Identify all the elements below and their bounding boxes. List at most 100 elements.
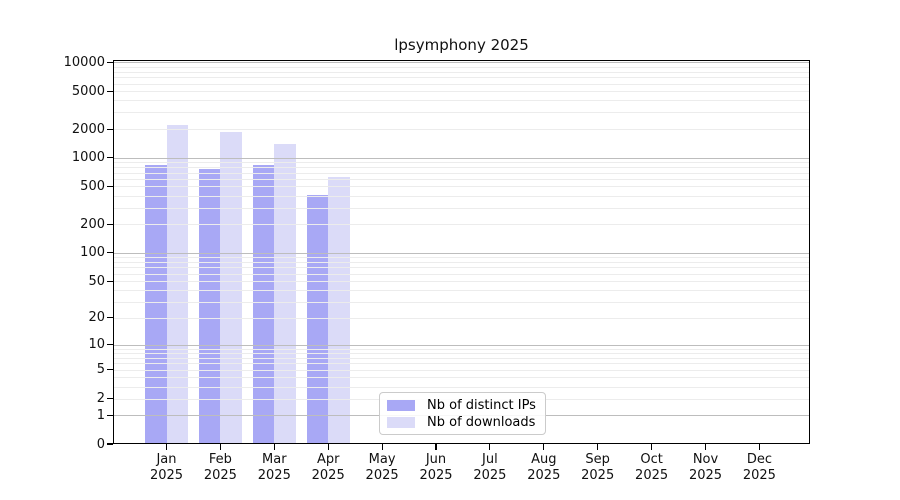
x-tick-mark-aug — [543, 444, 545, 450]
legend: Nb of distinct IPs Nb of downloads — [379, 392, 546, 435]
x-tick-mark-oct — [651, 444, 653, 450]
x-tick-month: Aug — [531, 452, 557, 467]
x-tick-mark-jun — [435, 444, 437, 450]
gridline-minor-400 — [114, 195, 809, 197]
y-tick-mark-0 — [107, 443, 113, 445]
x-tick-month: Oct — [640, 452, 663, 467]
gridline-minor-4000 — [114, 100, 809, 102]
bar-downloads-mar — [274, 143, 296, 444]
x-tick-mark-feb — [219, 444, 221, 450]
legend-label-downloads: Nb of downloads — [427, 415, 536, 430]
bar-distinct-ips-feb — [198, 169, 221, 444]
gridline-minor-50 — [114, 281, 809, 283]
y-tick-mark-2000 — [107, 128, 113, 130]
bar-distinct-ips-jan — [145, 165, 167, 444]
gridline-minor-6 — [114, 363, 809, 365]
x-tick-month: Sep — [585, 452, 610, 467]
x-tick-month: May — [368, 452, 396, 467]
y-tick-mark-20 — [107, 317, 113, 319]
y-tick-mark-1 — [107, 414, 113, 416]
x-tick-mark-nov — [704, 444, 707, 450]
x-tick-year: 2025 — [365, 467, 399, 483]
gridline-minor-600 — [114, 178, 809, 180]
x-tick-label-jun: Jun 2025 — [401, 452, 471, 483]
gridline-minor-40 — [114, 290, 809, 292]
gridline-minor-300 — [114, 207, 809, 209]
y-tick-label-10000: 10000 — [63, 54, 105, 70]
y-tick-mark-5000 — [107, 90, 113, 92]
y-tick-label-200: 200 — [80, 216, 105, 232]
gridline-minor-9000 — [114, 66, 809, 68]
legend-item-downloads: Nb of downloads — [387, 414, 537, 431]
x-tick-mark-dec — [758, 444, 760, 450]
x-tick-year: 2025 — [149, 467, 184, 483]
bar-distinct-ips-mar — [252, 164, 275, 444]
gridline-major-1000 — [114, 157, 809, 159]
x-tick-mark-apr — [327, 444, 329, 450]
gridline-major-100 — [114, 252, 809, 254]
y-tick-label-5: 5 — [96, 362, 105, 378]
x-tick-label-sep: Sep 2025 — [563, 452, 633, 483]
gridline-minor-5 — [114, 369, 809, 371]
x-tick-month: Jun — [425, 452, 447, 467]
y-tick-mark-5 — [107, 369, 113, 371]
x-tick-month: Feb — [208, 452, 232, 467]
gridline-minor-7000 — [114, 77, 809, 79]
x-tick-label-jul: Jul 2025 — [455, 452, 525, 483]
y-tick-label-20: 20 — [88, 310, 105, 326]
gridline-minor-90 — [114, 257, 809, 259]
gridline-minor-60 — [114, 273, 809, 275]
y-tick-label-500: 500 — [80, 178, 105, 194]
gridline-minor-70 — [114, 267, 809, 269]
y-tick-label-1000: 1000 — [71, 150, 105, 166]
bar-downloads-feb — [220, 131, 242, 444]
y-tick-mark-1000 — [107, 157, 113, 159]
y-tick-mark-10000 — [107, 61, 113, 63]
x-tick-year: 2025 — [311, 467, 345, 483]
y-tick-mark-500 — [107, 185, 113, 187]
gridline-minor-900 — [114, 162, 809, 164]
x-tick-label-oct: Oct 2025 — [617, 452, 687, 483]
y-tick-label-50: 50 — [88, 273, 105, 289]
x-tick-label-mar: Mar 2025 — [239, 452, 309, 483]
x-tick-year: 2025 — [257, 467, 291, 483]
x-tick-mark-jan — [165, 444, 168, 450]
x-tick-year: 2025 — [419, 467, 453, 483]
gridline-minor-9 — [114, 348, 809, 350]
gridline-minor-3000 — [114, 112, 809, 114]
x-tick-mark-mar — [273, 444, 275, 450]
gridline-minor-6000 — [114, 83, 809, 85]
gridline-minor-500 — [114, 186, 809, 188]
gridline-minor-2000 — [114, 129, 809, 131]
x-tick-month: Jul — [482, 452, 498, 467]
gridline-minor-200 — [114, 224, 809, 226]
x-tick-label-aug: Aug 2025 — [509, 452, 579, 483]
x-tick-mark-sep — [597, 444, 599, 450]
y-tick-label-10: 10 — [88, 337, 105, 353]
chart-title: lpsymphony 2025 — [394, 36, 529, 54]
x-tick-year: 2025 — [203, 467, 237, 483]
gridline-minor-80 — [114, 261, 809, 263]
x-tick-year: 2025 — [742, 467, 776, 483]
x-tick-year: 2025 — [473, 467, 507, 483]
x-tick-label-dec: Dec 2025 — [724, 452, 794, 483]
y-tick-mark-50 — [107, 280, 113, 282]
gridline-minor-5000 — [114, 91, 809, 93]
x-tick-month: Dec — [746, 452, 772, 467]
gridline-minor-20 — [114, 317, 809, 319]
y-tick-mark-100 — [107, 252, 113, 254]
x-tick-month: Mar — [262, 452, 287, 467]
y-tick-label-1: 1 — [96, 407, 105, 423]
gridline-major-10 — [114, 344, 809, 346]
y-tick-mark-10 — [107, 344, 113, 346]
x-tick-label-nov: Nov 2025 — [671, 452, 741, 483]
x-tick-label-apr: Apr 2025 — [293, 452, 363, 483]
y-tick-mark-200 — [107, 223, 113, 225]
x-tick-year: 2025 — [635, 467, 669, 483]
bar-distinct-ips-apr — [306, 194, 329, 444]
x-tick-month: Apr — [316, 452, 340, 467]
gridline-minor-8000 — [114, 71, 809, 73]
gridline-major-10000 — [114, 62, 809, 64]
x-tick-label-jan: Jan 2025 — [132, 452, 202, 483]
x-tick-year: 2025 — [688, 467, 723, 483]
